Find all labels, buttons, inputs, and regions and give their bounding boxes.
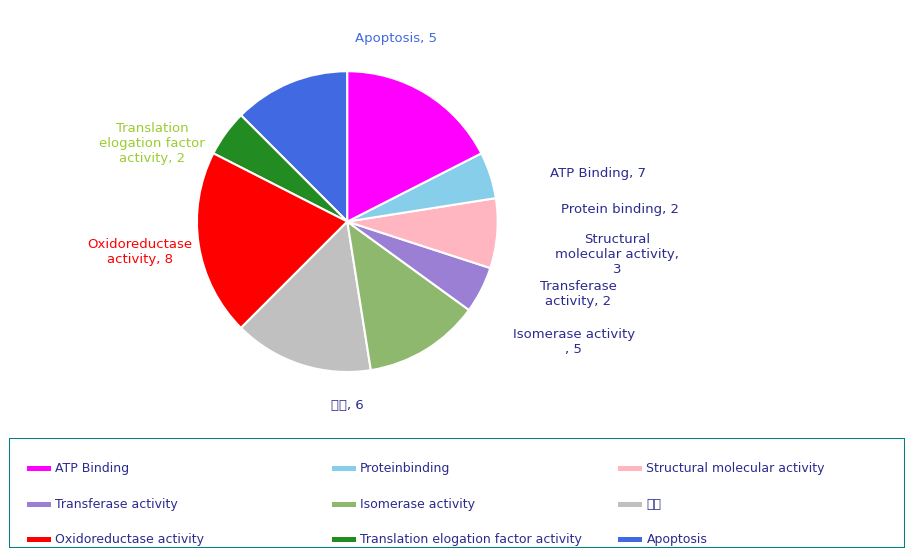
Wedge shape xyxy=(347,222,490,310)
Bar xyxy=(618,466,643,471)
Text: Structural molecular activity: Structural molecular activity xyxy=(646,462,825,475)
Text: ATP Binding, 7: ATP Binding, 7 xyxy=(550,167,646,180)
Wedge shape xyxy=(241,71,347,222)
Text: Proteinbinding: Proteinbinding xyxy=(360,462,451,475)
Bar xyxy=(332,466,356,471)
Bar xyxy=(618,502,643,506)
Text: Apoptosis, 5: Apoptosis, 5 xyxy=(355,32,437,45)
Text: 기타: 기타 xyxy=(646,497,662,511)
Wedge shape xyxy=(347,153,495,222)
Text: Transferase
activity, 2: Transferase activity, 2 xyxy=(540,280,617,308)
Bar xyxy=(27,537,51,542)
Bar xyxy=(27,466,51,471)
Text: Oxidoreductase activity: Oxidoreductase activity xyxy=(55,533,204,546)
Bar xyxy=(27,502,51,506)
Text: Translation elogation factor activity: Translation elogation factor activity xyxy=(360,533,581,546)
Wedge shape xyxy=(197,153,347,328)
Text: Structural
molecular activity,
3: Structural molecular activity, 3 xyxy=(555,233,679,276)
Text: Translation
elogation factor
activity, 2: Translation elogation factor activity, 2 xyxy=(99,122,205,165)
Text: 기타, 6: 기타, 6 xyxy=(331,398,364,412)
Text: ATP Binding: ATP Binding xyxy=(55,462,130,475)
Text: Oxidoreductase
activity, 8: Oxidoreductase activity, 8 xyxy=(87,238,192,266)
Bar xyxy=(332,502,356,506)
Wedge shape xyxy=(241,222,371,372)
Text: Transferase activity: Transferase activity xyxy=(55,497,178,511)
Wedge shape xyxy=(347,198,498,268)
Wedge shape xyxy=(347,222,469,370)
Text: Apoptosis: Apoptosis xyxy=(646,533,707,546)
Wedge shape xyxy=(347,71,482,222)
Bar xyxy=(618,537,643,542)
Text: Protein binding, 2: Protein binding, 2 xyxy=(561,203,679,216)
Wedge shape xyxy=(213,115,347,222)
Text: Isomerase activity: Isomerase activity xyxy=(360,497,474,511)
Text: Isomerase activity
, 5: Isomerase activity , 5 xyxy=(513,328,635,356)
Bar xyxy=(332,537,356,542)
